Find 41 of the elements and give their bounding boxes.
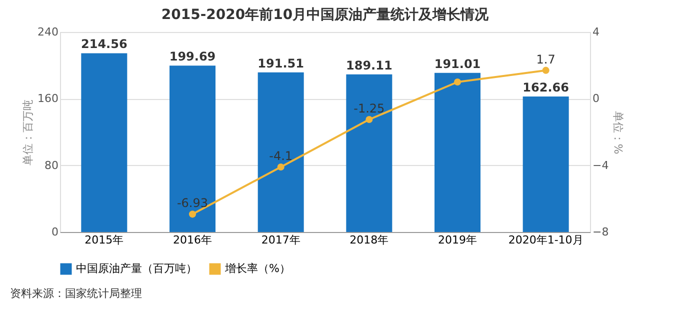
y2-tick-label: −8 (592, 226, 609, 238)
y-axis-title: 单位：百万吨 (22, 100, 35, 166)
legend-label: 增长率（%） (224, 262, 290, 275)
point (454, 78, 462, 86)
legend-label: 中国原油产量（百万吨） (76, 262, 197, 275)
bar (346, 74, 392, 232)
point (366, 116, 373, 124)
data-label: 1.7 (536, 52, 556, 66)
y-tick-label: 0 (52, 226, 58, 238)
chart-title: 2015-2020年前10月中国原油产量统计及增长情况 (161, 6, 490, 23)
y2-axis-title: 单位：% (612, 110, 625, 154)
data-label: 214.56 (81, 37, 128, 52)
x-tick-label: 2015年 (84, 234, 124, 246)
data-label: 199.69 (169, 50, 216, 64)
data-label: -6.93 (176, 196, 208, 210)
bar (434, 72, 480, 232)
point (188, 210, 196, 218)
data-label: 191.51 (258, 56, 304, 70)
y2-tick-label: 0 (592, 92, 600, 106)
point (542, 66, 550, 74)
bar (81, 53, 128, 232)
y-tick-label: 240 (38, 26, 58, 38)
data-label: -1.25 (354, 102, 385, 116)
y2-tick-label: 4 (592, 26, 600, 38)
data-label: 191.01 (434, 56, 481, 71)
bar (170, 66, 216, 232)
x-tick-label: 2016年 (173, 234, 212, 246)
y-tick-label: 160 (38, 92, 58, 106)
y-tick-label: 80 (44, 158, 58, 172)
data-label: 162.66 (522, 80, 569, 94)
bar (258, 72, 304, 232)
data-label: -4.1 (269, 149, 293, 163)
x-tick-label: 2019年 (438, 234, 477, 246)
point (277, 163, 284, 171)
x-tick-label: 2020年1-10月 (508, 234, 584, 246)
data-label: 189.11 (346, 58, 392, 72)
x-tick-label: 2017年 (261, 234, 300, 246)
text: 资料来源：国家统计局整理 (10, 287, 142, 300)
bar (522, 96, 569, 232)
y2-tick-label: −4 (592, 158, 609, 172)
x-tick-label: 2018年 (350, 234, 389, 246)
